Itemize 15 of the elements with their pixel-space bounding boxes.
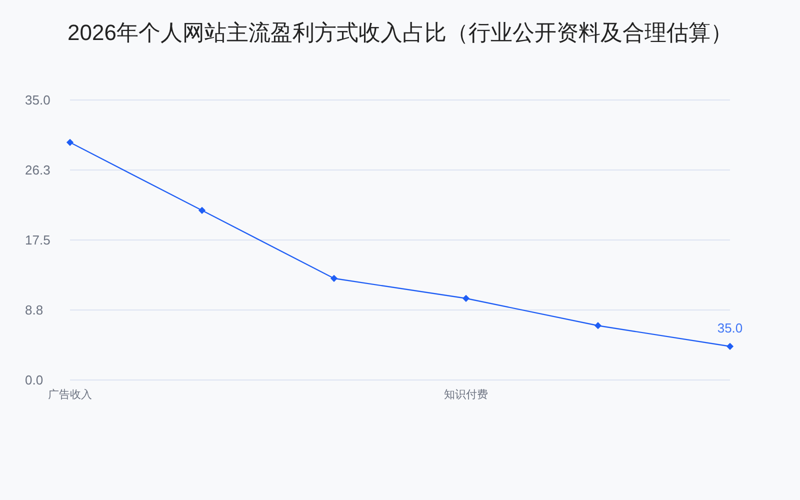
point	[198, 207, 206, 214]
point	[462, 295, 470, 302]
point	[594, 322, 602, 329]
chart-title: 2026年个人网站主流盈利方式收入占比（行业公开资料及合理估算）	[68, 20, 732, 45]
y-tick-label: 17.5	[25, 232, 50, 248]
point	[330, 275, 338, 282]
y-tick-label: 35.0	[25, 92, 50, 108]
y-tick-label: 26.3	[25, 162, 50, 178]
annotation: 35.0	[717, 320, 743, 336]
point	[726, 343, 734, 350]
x-tick-label: 知识付费	[444, 388, 488, 401]
y-tick-label: 8.8	[25, 302, 44, 318]
y-tick-label: 0.0	[25, 372, 44, 388]
point	[66, 139, 74, 146]
x-tick-label: 广告收入	[48, 388, 92, 401]
